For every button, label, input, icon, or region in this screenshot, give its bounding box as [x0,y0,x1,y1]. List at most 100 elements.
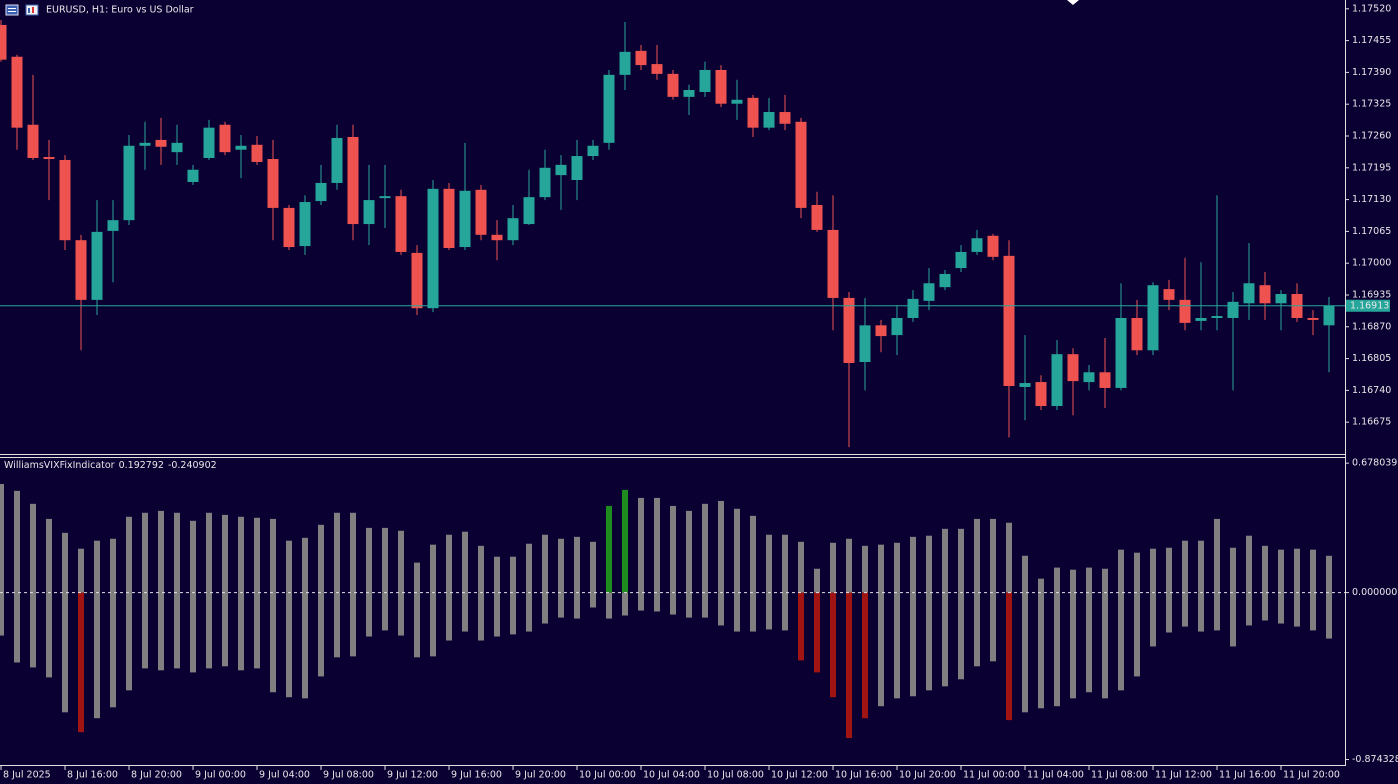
indicator-bar [1310,592,1316,631]
candle-body [331,137,343,183]
indicator-bar [830,542,836,593]
indicator-bar [1038,578,1044,593]
candle-body [43,157,55,159]
indicator-bar [990,518,996,593]
indicator-bar [750,592,756,632]
indicator-bar [1038,592,1044,709]
indicator-bar [302,592,308,699]
candle-body [1099,372,1111,388]
candle-body [1067,354,1079,382]
x-tick-label: 9 Jul 08:00 [323,770,374,781]
indicator-bar [670,505,676,593]
indicator-bar [686,592,692,618]
indicator-bar [142,592,148,669]
candle-body [411,252,423,309]
candle-body [491,234,503,241]
indicator-bar [430,592,436,657]
indicator-bar [686,510,692,593]
candle-body [475,189,487,235]
candle-body [763,112,775,128]
candle-body [859,325,871,363]
indicator-bar [622,592,628,616]
candle-body [987,235,999,257]
indicator-bar [574,536,580,593]
candle-body [0,24,7,60]
indicator-bar [1022,555,1028,593]
indicator-bar [30,503,36,593]
indicator-bar [222,592,228,667]
candle-body [699,69,711,92]
candle-body [27,124,39,159]
candle-body [459,190,471,248]
indicator-bar [158,592,164,671]
y-tick-label: 1.17325 [1352,99,1391,110]
indicator-bar [462,531,468,593]
candle-body [587,145,599,157]
indicator-bar [670,592,676,615]
indicator-bar [78,548,84,593]
indicator-bar [366,527,372,593]
indicator-bar [46,592,52,678]
indicator-bar [62,532,68,593]
indicator-bar [846,538,852,593]
indicator-bar [638,497,644,593]
indicator-bar [718,500,724,593]
y-tick-label: 1.17065 [1352,226,1391,237]
indicator-bar [382,527,388,593]
indicator-bar [574,592,580,619]
indicator-bar [878,544,884,593]
indicator-bar [142,512,148,593]
candle-body [1243,283,1255,304]
indicator-bar [1230,547,1236,593]
indicator-bar [350,592,356,657]
indicator-bar [1054,567,1060,593]
x-tick-label: 8 Jul 16:00 [67,770,118,781]
candle-body [123,145,135,221]
x-tick-label: 8 Jul 20:00 [131,770,182,781]
candle-body [59,159,71,241]
indicator-bar [446,592,452,641]
candle-body [1179,299,1191,323]
indicator-bar [270,518,276,593]
indicator-bar [750,515,756,593]
indicator-pane [0,483,1345,739]
indicator-bar [94,592,100,719]
candle-body [443,188,455,249]
indicator-bar [94,540,100,593]
x-tick-label: 11 Jul 20:00 [1283,770,1340,781]
indicator-bar [862,545,868,593]
indicator-bar [190,520,196,593]
indicator-bar [446,534,452,593]
y-tick-label: -0.874328 [1352,754,1398,765]
indicator-bar [526,592,532,632]
indicator-bar [1102,592,1108,699]
candle-body [251,144,263,162]
indicator-bar [1294,592,1300,627]
indicator-bar [702,592,708,618]
candle-body [779,112,791,124]
candle-body [571,156,583,181]
indicator-bar [174,512,180,593]
x-tick-label: 8 Jul 2025 [3,770,51,781]
indicator-bar [286,540,292,593]
indicator-bar [910,536,916,593]
x-tick-label: 9 Jul 20:00 [515,770,566,781]
candle-body [603,74,615,143]
candle-body [1035,382,1047,407]
indicator-bar [1070,569,1076,593]
indicator-bar [286,592,292,698]
indicator-bar [78,592,84,733]
x-tick-label: 10 Jul 16:00 [835,770,892,781]
candle-body [811,204,823,230]
indicator-bar [894,592,900,699]
indicator-bar [302,537,308,593]
candle-body [875,325,887,337]
indicator-value: -0.240902 [168,460,217,471]
candle-body [107,220,119,231]
candle-body [1131,317,1143,351]
candle-body [171,142,183,153]
indicator-bar [46,518,52,593]
indicator-bar [270,592,276,693]
indicator-bar [526,543,532,593]
